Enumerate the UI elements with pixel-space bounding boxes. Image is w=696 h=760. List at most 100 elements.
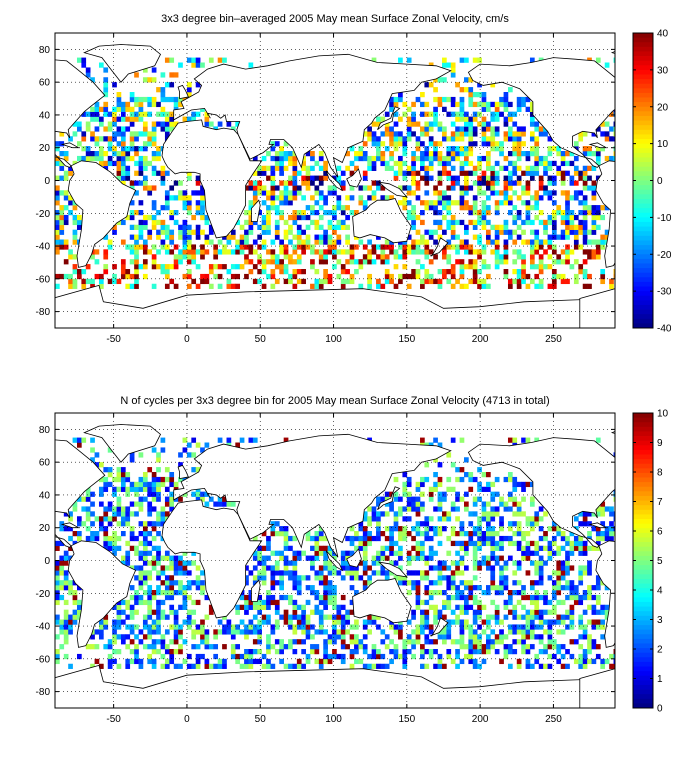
bin-cell xyxy=(428,594,434,601)
bin-cell xyxy=(76,219,82,226)
bin-cell xyxy=(485,141,491,147)
bin-cell xyxy=(494,531,500,537)
bin-cell xyxy=(151,481,157,488)
bin-cell xyxy=(98,476,104,483)
colorbar-segment xyxy=(633,574,653,580)
bin-cell xyxy=(270,531,276,537)
colorbar-segment xyxy=(633,648,653,654)
bin-cell xyxy=(389,273,394,280)
bin-cell xyxy=(94,462,100,468)
bin-cell xyxy=(587,560,592,566)
bin-cell xyxy=(138,555,144,561)
bin-cell xyxy=(103,526,109,532)
bin-cell xyxy=(485,511,491,517)
bin-cell xyxy=(112,624,117,630)
bin-cell xyxy=(178,229,183,235)
bin-cell xyxy=(103,531,109,537)
bin-cell xyxy=(459,101,465,108)
bin-cell xyxy=(420,570,425,576)
bin-cell xyxy=(336,239,342,245)
bin-cell xyxy=(534,653,540,660)
colorbar-segment xyxy=(633,413,653,419)
bin-cell xyxy=(389,195,394,201)
bin-cell xyxy=(94,116,100,122)
colorbar-segment xyxy=(633,235,653,241)
bin-cell xyxy=(292,560,298,566)
bin-cell xyxy=(323,160,328,167)
bin-cell xyxy=(252,599,258,606)
bin-cell xyxy=(507,526,513,532)
bin-cell xyxy=(182,195,188,201)
bin-cell xyxy=(138,264,144,270)
bin-cell xyxy=(507,185,513,191)
bin-cell xyxy=(367,278,372,285)
bin-cell xyxy=(376,511,381,517)
colorbar-tick-label: 5 xyxy=(657,556,663,567)
bin-cell xyxy=(411,639,416,645)
bin-cell xyxy=(94,249,100,255)
bin-cell xyxy=(103,269,109,275)
bin-cell xyxy=(481,501,487,507)
bin-cell xyxy=(521,550,526,556)
colorbar-segment xyxy=(633,615,653,621)
bin-cell xyxy=(516,210,522,216)
bin-cell xyxy=(164,116,170,122)
bin-cell xyxy=(384,239,390,245)
bin-cell xyxy=(169,126,175,132)
bin-cell xyxy=(164,511,170,517)
bin-cell xyxy=(406,555,412,561)
bin-cell xyxy=(204,214,210,221)
bin-cell xyxy=(578,644,584,650)
bin-cell xyxy=(59,175,65,181)
bin-cell xyxy=(107,501,113,507)
bin-cell xyxy=(376,550,381,556)
bin-cell xyxy=(204,234,210,240)
bin-cell xyxy=(437,590,443,596)
bin-cell xyxy=(125,550,131,556)
bin-cell xyxy=(472,259,478,265)
bin-cell xyxy=(94,141,100,147)
bin-cell xyxy=(252,565,258,571)
bin-cell xyxy=(468,151,474,157)
bin-cell xyxy=(569,545,575,551)
bin-cell xyxy=(323,658,328,665)
bin-cell xyxy=(481,511,487,517)
bin-cell xyxy=(420,550,425,556)
bin-cell xyxy=(195,175,201,181)
bin-cell xyxy=(261,219,267,226)
bin-cell xyxy=(424,239,430,245)
bin-cell xyxy=(323,629,328,635)
bin-cell xyxy=(595,540,601,547)
bin-cell xyxy=(138,531,144,537)
bin-cell xyxy=(477,121,482,127)
bin-cell xyxy=(90,457,95,463)
bin-cell xyxy=(402,141,408,147)
bin-cell xyxy=(222,614,227,620)
bin-cell xyxy=(204,501,210,507)
bin-cell xyxy=(332,590,337,596)
bin-cell xyxy=(398,131,403,137)
bin-cell xyxy=(433,121,438,127)
bin-cell xyxy=(296,190,302,196)
bin-cell xyxy=(499,501,504,507)
bin-cell xyxy=(446,155,452,162)
bin-cell xyxy=(547,219,553,226)
bin-cell xyxy=(481,224,487,230)
bin-cell xyxy=(72,160,78,167)
bin-cell xyxy=(292,604,298,610)
bin-cell xyxy=(182,594,188,601)
bin-cell xyxy=(578,219,584,226)
bin-cell xyxy=(538,570,544,576)
bin-cell xyxy=(507,521,513,527)
bin-cell xyxy=(55,653,60,660)
bin-cell xyxy=(94,259,100,265)
bin-cell xyxy=(512,609,518,615)
bin-cell xyxy=(420,506,425,512)
bin-cell xyxy=(125,614,131,620)
bin-cell xyxy=(274,619,280,625)
bin-cell xyxy=(261,259,267,265)
bin-cell xyxy=(349,185,355,191)
bin-cell xyxy=(270,585,276,591)
bin-cell xyxy=(178,249,183,255)
